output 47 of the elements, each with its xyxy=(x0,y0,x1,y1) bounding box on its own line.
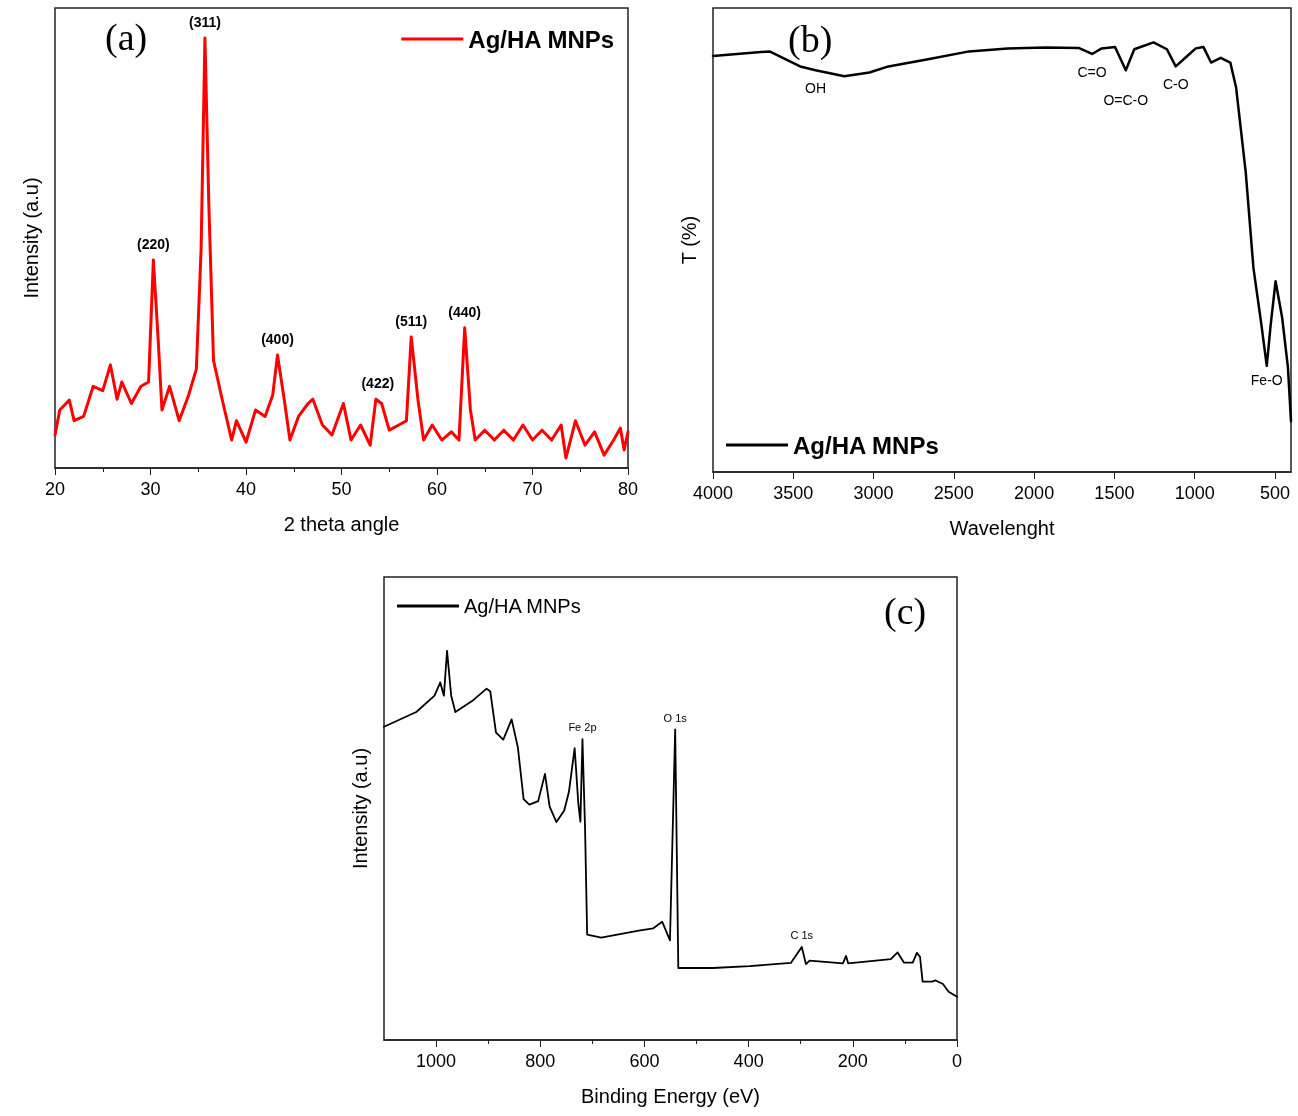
x-tick-label: 1500 xyxy=(1094,483,1135,503)
annotation: OH xyxy=(805,80,827,97)
x-tick-label: 4000 xyxy=(692,483,734,503)
x-tick-label: 50 xyxy=(331,479,352,499)
annotation: C 1s xyxy=(790,929,814,942)
x-tick-label: 70 xyxy=(522,479,543,499)
x-tick-label: 2500 xyxy=(933,483,974,503)
x-tick-label: 1000 xyxy=(416,1051,457,1071)
x-tick-label: 1000 xyxy=(1174,483,1215,503)
x-tick-label: 30 xyxy=(140,479,161,499)
annotation: (511) xyxy=(395,312,428,329)
annotation: (311) xyxy=(188,14,221,31)
y-axis-title: Intensity (a.u) xyxy=(349,747,371,870)
y-axis-title: T (%) xyxy=(678,215,700,265)
y-axis-title: Intensity (a.u) xyxy=(20,177,42,299)
x-tick-label: 60 xyxy=(426,479,448,499)
x-axis-title: Wavelenght xyxy=(949,517,1055,539)
annotation: C-O xyxy=(1162,76,1189,93)
x-tick-label: 3500 xyxy=(773,483,814,503)
annotation: (a) xyxy=(105,16,148,59)
x-tick-label: 0 xyxy=(951,1051,963,1071)
legend-label: Ag/HA MNPs xyxy=(468,25,615,53)
annotation: (b) xyxy=(788,18,833,61)
x-tick-label: 40 xyxy=(235,479,257,499)
x-axis-title: 2 theta angle xyxy=(283,513,400,535)
x-tick-label: 200 xyxy=(837,1051,868,1071)
x-tick-label: 20 xyxy=(44,479,66,499)
x-axis-title: Binding Energy (eV) xyxy=(581,1085,760,1107)
x-tick-label: 500 xyxy=(1259,483,1290,503)
x-tick-label: 400 xyxy=(733,1051,764,1071)
annotation: O=C-O xyxy=(1103,92,1149,109)
annotation: (220) xyxy=(137,235,170,252)
annotation: Fe-O xyxy=(1250,371,1283,388)
legend-label: Ag/HA MNPs xyxy=(464,595,581,617)
annotation: (422) xyxy=(361,375,395,392)
annotation: C=O xyxy=(1077,63,1107,80)
annotation: (440) xyxy=(448,303,482,320)
annotation: (400) xyxy=(261,330,294,347)
x-tick-label: 3000 xyxy=(853,483,894,503)
text: (c) xyxy=(884,590,927,633)
annotation: Fe 2p xyxy=(568,721,597,734)
x-tick-label: 80 xyxy=(617,479,639,499)
annotation: O 1s xyxy=(663,711,688,724)
legend-label: Ag/HA MNPs xyxy=(793,431,939,459)
x-tick-label: 800 xyxy=(525,1051,556,1071)
x-tick-label: 600 xyxy=(629,1051,660,1071)
x-tick-label: 2000 xyxy=(1014,483,1055,503)
